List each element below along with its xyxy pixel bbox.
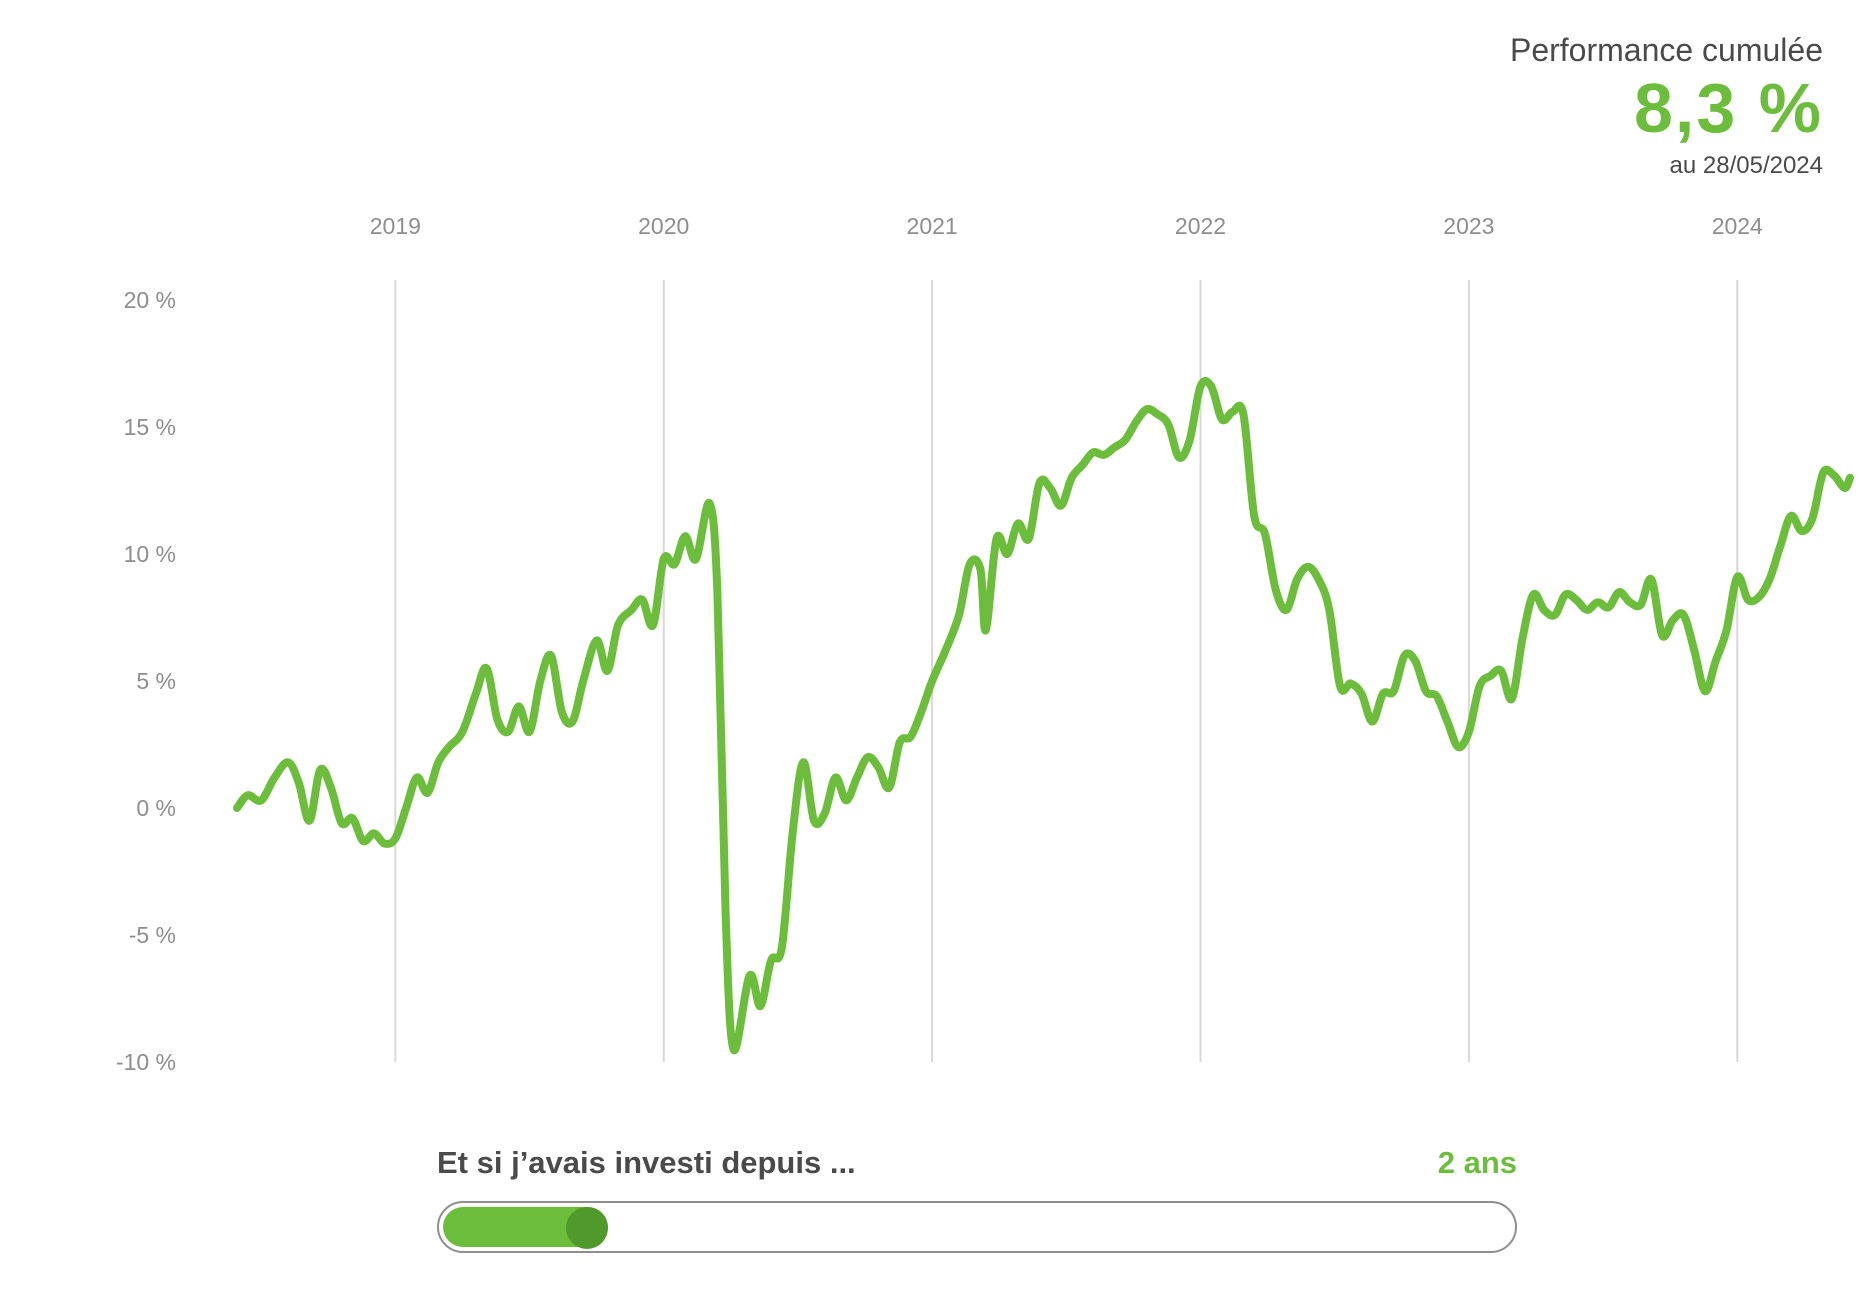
cumulative-performance-panel: Performance cumulée 8,3 % au 28/05/2024 (1510, 30, 1823, 186)
investment-period-value: 2 ans (1437, 1145, 1517, 1180)
performance-series-line (233, 377, 1854, 1055)
cumulative-performance-value: 8,3 % (1634, 69, 1823, 147)
y-axis: 20 % 15 % 10 % 5 % 0 % -5 % -10 % (116, 287, 176, 1075)
x-tick-label: 2019 (370, 213, 421, 239)
investment-period-control: Et si j’avais investi depuis ... 2 ans (437, 1145, 1517, 1253)
x-tick-label: 2024 (1712, 213, 1763, 239)
x-axis: 2019 2020 2021 2022 2023 2024 (370, 213, 1763, 239)
performance-line-chart: 2019 2020 2021 2022 2023 2024 20 % 15 % 10 % 5 %… (116, 213, 1854, 1075)
y-tick-label: 20 % (124, 287, 176, 313)
y-tick-label: 5 % (136, 668, 176, 694)
cumulative-performance-label: Performance cumulée (1509, 32, 1823, 68)
x-tick-label: 2020 (638, 213, 689, 239)
vertical-gridlines (394, 280, 1739, 1062)
x-tick-label: 2021 (907, 213, 958, 239)
x-tick-label: 2023 (1443, 213, 1494, 239)
investment-period-slider[interactable] (437, 1201, 1517, 1253)
y-tick-label: -10 % (116, 1049, 176, 1075)
x-tick-label: 2022 (1175, 213, 1226, 239)
y-tick-label: 0 % (136, 795, 176, 821)
slider-handle[interactable] (566, 1207, 609, 1249)
investment-period-question: Et si j’avais investi depuis ... (437, 1145, 856, 1180)
y-tick-label: -5 % (129, 922, 176, 948)
y-tick-label: 15 % (124, 414, 176, 440)
y-tick-label: 10 % (124, 541, 176, 567)
cumulative-performance-date: au 28/05/2024 (1669, 152, 1823, 179)
